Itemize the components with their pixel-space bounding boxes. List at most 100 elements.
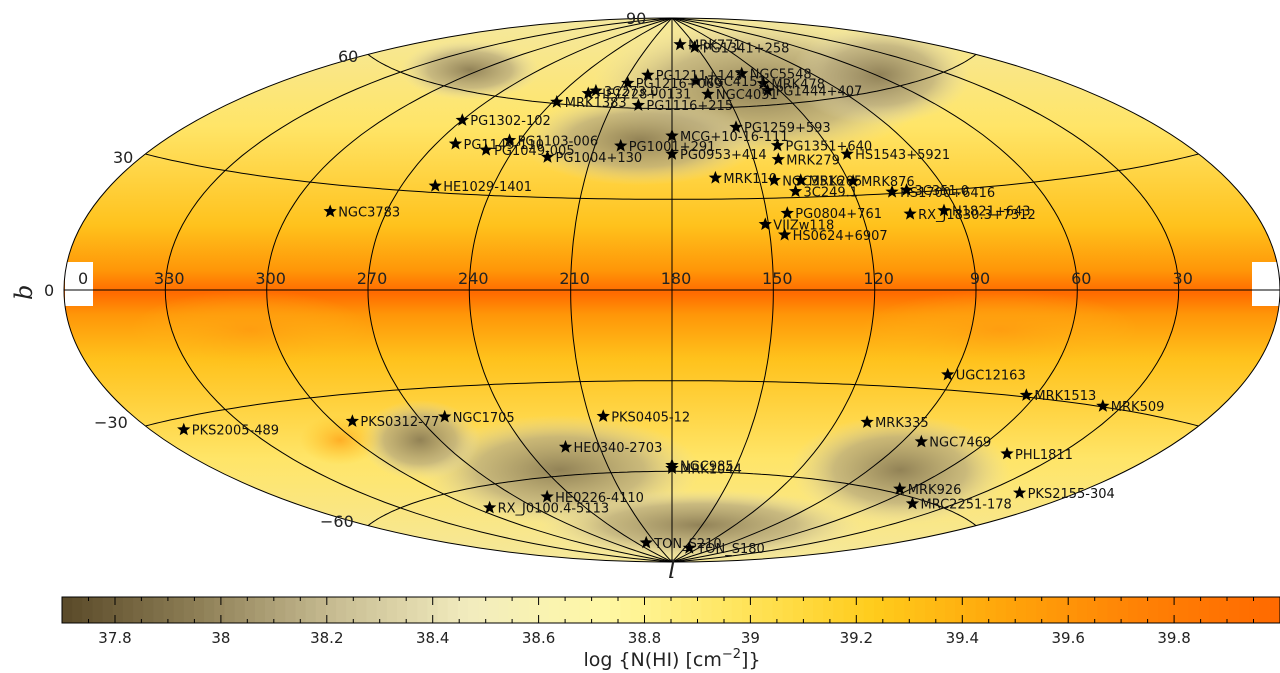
colorbar-segment: [417, 597, 428, 623]
colorbar-segment: [315, 597, 327, 623]
target-label: HS1543+5921: [855, 148, 950, 163]
colorbar-segment: [549, 597, 560, 623]
colorbar-segment: [843, 597, 855, 623]
colorbar-segment: [539, 597, 550, 623]
target-label: 3C249.1: [804, 185, 859, 200]
colorbar-segment: [143, 597, 154, 623]
target-label: PHL1811: [1015, 448, 1073, 463]
target-star: [438, 409, 452, 423]
colorbar-segment: [823, 597, 834, 623]
longitude-line: [367, 17, 673, 563]
longitude-tick-labels: 0 330 300 270 240 210 180 150 120 90 60 30: [78, 269, 1193, 288]
target-label: MRK478: [771, 78, 825, 93]
colorbar: 37.8 38 38.2 38.4 38.6 38.8 39 39.2 39.4 39.6 39.8…: [61, 596, 1280, 671]
colorbar-segment: [386, 597, 398, 623]
target-label: PKS2005-489: [192, 424, 279, 439]
target-label: MRC2251-178: [921, 498, 1012, 513]
target-star: [860, 415, 874, 428]
target-label: MRK1044: [680, 462, 742, 477]
colorbar-segment: [437, 597, 449, 623]
target-star: [540, 489, 554, 503]
target-star: [689, 73, 703, 87]
target-star: [778, 227, 792, 241]
lon-tick-label: 120: [863, 269, 894, 288]
colorbar-segment: [772, 597, 784, 623]
lon-tick-label: 180: [661, 269, 692, 288]
target-star: [641, 68, 655, 81]
target-label: NGC3783: [338, 206, 400, 221]
target-label: PG1351+640: [786, 140, 873, 155]
colorbar-segment: [1087, 597, 1098, 623]
target-star: [483, 500, 497, 514]
colorbar-segment: [671, 597, 682, 623]
colorbar-segment: [1016, 597, 1027, 623]
colorbar-segment: [102, 597, 114, 623]
target-label: MCG+10-16-111: [680, 130, 789, 145]
target-label: PG1259+593: [744, 121, 831, 136]
colorbar-segment: [183, 597, 195, 623]
colorbar-segment: [1259, 597, 1271, 623]
colorbar-segment: [468, 597, 479, 623]
colorbar-segment: [214, 597, 225, 623]
target-star: [899, 183, 914, 196]
colorbar-segment: [498, 597, 510, 623]
target-label: MRK1513: [1034, 389, 1096, 404]
target-label: 3C273.0: [604, 85, 659, 100]
target-label: PG1116+215: [646, 99, 733, 114]
colorbar-segment: [346, 597, 357, 623]
colorbar-segment: [366, 597, 378, 623]
longitude-line: [671, 17, 977, 563]
longitude-line: [671, 17, 774, 563]
colorbar-segment: [1168, 597, 1180, 623]
target-label: MRK279: [786, 153, 840, 168]
colorbar-segment: [204, 597, 215, 623]
colorbar-segment: [285, 597, 297, 623]
colorbar-tick-label: 39.6: [1051, 629, 1084, 647]
colorbar-segment: [599, 597, 611, 623]
target-star: [665, 461, 679, 474]
target-star: [665, 147, 679, 160]
colorbar-segment: [62, 597, 73, 623]
colorbar-tick-label: 39.4: [946, 629, 979, 647]
colorbar-title: log {N(HI) [cm−2]}: [583, 647, 760, 671]
colorbar-segment: [904, 597, 916, 623]
colorbar-segment: [122, 597, 134, 623]
colorbar-segment: [1137, 597, 1149, 623]
colorbar-segment: [914, 597, 926, 623]
target-label: HS1700+6416: [900, 186, 995, 201]
target-star: [479, 143, 493, 156]
colorbar-segment: [234, 597, 246, 623]
colorbar-segment: [924, 597, 936, 623]
colorbar-segment: [792, 597, 804, 623]
coordinate-grid: [64, 17, 1280, 563]
colorbar-segment: [1229, 597, 1240, 623]
colorbar-segment: [853, 597, 865, 623]
colorbar-segment: [894, 597, 906, 623]
target-star: [589, 83, 603, 97]
colorbar-segment: [72, 597, 83, 623]
colorbar-segment: [833, 597, 845, 623]
target-star: [840, 147, 854, 160]
colorbar-segment: [731, 597, 743, 623]
colorbar-ticks: 37.8 38 38.2 38.4 38.6 38.8 39 39.2 39.4 39.6 39.8: [88, 597, 1280, 647]
galactic-center-mask-right: [1252, 262, 1280, 306]
colorbar-segment: [782, 597, 794, 623]
target-label: PG1341+258: [703, 41, 790, 56]
lon-tick-label: 240: [458, 269, 489, 288]
target-star: [941, 367, 955, 381]
colorbar-segment: [112, 597, 124, 623]
colorbar-segment: [478, 597, 489, 623]
latitude-axis-letter: b: [10, 285, 38, 300]
target-label: PKS0405-12: [611, 410, 690, 425]
lon-tick-label: 210: [559, 269, 590, 288]
colorbar-segment: [660, 597, 672, 623]
colorbar-tick-label: 38.2: [310, 629, 343, 647]
colorbar-segment: [975, 597, 987, 623]
target-star: [665, 128, 679, 142]
target-star: [550, 95, 564, 108]
lon-tick-label: 300: [255, 269, 286, 288]
colorbar-segment: [813, 597, 824, 623]
colorbar-segment: [356, 597, 368, 623]
colorbar-segment: [1219, 597, 1230, 623]
lat-tick-60: 60: [338, 47, 358, 66]
